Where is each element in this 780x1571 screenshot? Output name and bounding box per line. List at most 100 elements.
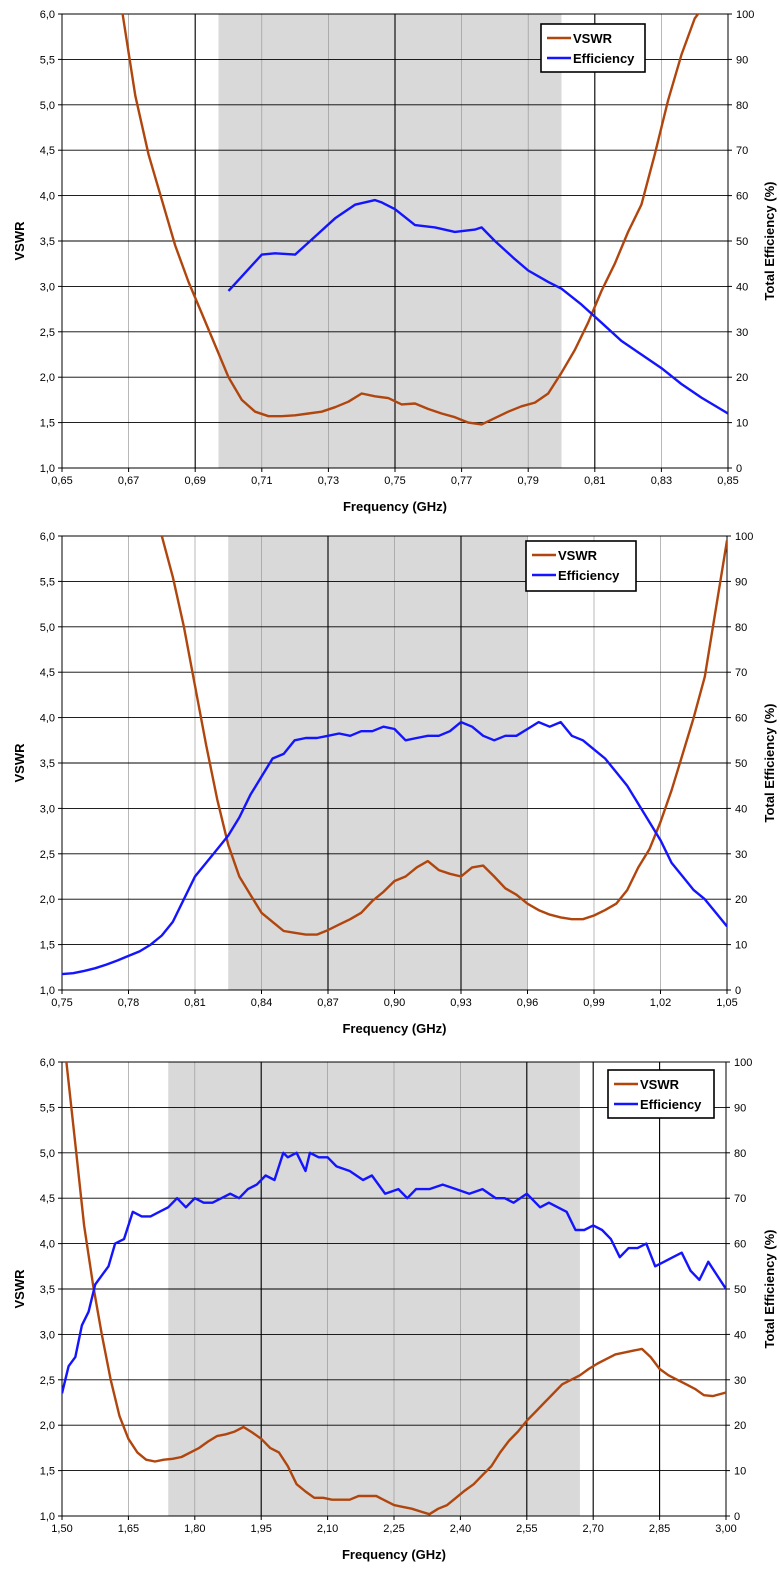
x-tick-label: 1,05 <box>716 997 737 1009</box>
y2-tick-label: 30 <box>736 327 748 339</box>
y2-tick-label: 0 <box>736 463 742 475</box>
y-tick-label: 4,5 <box>40 667 55 679</box>
y-tick-label: 4,0 <box>40 1239 55 1251</box>
y2-tick-label: 70 <box>736 145 748 157</box>
y-tick-label: 6,0 <box>40 9 55 21</box>
efficiency-series-line <box>62 1151 726 1394</box>
x-axis-title: Frequency (GHz) <box>342 1021 446 1036</box>
y-tick-label: 4,0 <box>40 713 55 725</box>
y2-tick-label: 30 <box>734 1375 746 1387</box>
y-tick-label: 6,0 <box>40 1057 55 1069</box>
y2-tick-label: 0 <box>735 985 741 997</box>
y-tick-label: 5,5 <box>40 576 55 588</box>
x-tick-label: 0,85 <box>717 475 738 487</box>
y2-tick-label: 50 <box>734 1284 746 1296</box>
y-tick-label: 3,5 <box>40 758 55 770</box>
x-tick-label: 1,65 <box>118 1523 139 1535</box>
y2-tick-label: 80 <box>734 1148 746 1160</box>
x-tick-label: 0,79 <box>517 475 538 487</box>
y2-tick-label: 50 <box>735 758 747 770</box>
y2-tick-label: 90 <box>734 1102 746 1114</box>
x-tick-label: 1,80 <box>184 1523 205 1535</box>
x-tick-label: 0,90 <box>384 997 405 1009</box>
x-tick-label: 0,93 <box>450 997 471 1009</box>
x-tick-label: 3,00 <box>715 1523 736 1535</box>
y-tick-label: 2,5 <box>40 849 55 861</box>
y2-tick-label: 60 <box>734 1239 746 1251</box>
y2-tick-label: 40 <box>734 1329 746 1341</box>
vswr-series-line <box>160 536 727 936</box>
y2-tick-label: 40 <box>736 281 748 293</box>
x-tick-label: 0,75 <box>384 475 405 487</box>
x-tick-label: 2,10 <box>317 1523 338 1535</box>
y-tick-label: 3,0 <box>40 803 55 815</box>
y2-tick-label: 80 <box>736 100 748 112</box>
y-tick-label: 2,5 <box>40 327 55 339</box>
x-tick-label: 0,81 <box>184 997 205 1009</box>
y-tick-label: 1,0 <box>40 1511 55 1523</box>
y2-tick-label: 100 <box>735 531 753 543</box>
y2-tick-label: 80 <box>735 622 747 634</box>
y-tick-label: 5,5 <box>40 54 55 66</box>
y2-tick-label: 0 <box>734 1511 740 1523</box>
x-tick-label: 0,84 <box>251 997 272 1009</box>
x-tick-label: 1,95 <box>250 1523 271 1535</box>
x-tick-label: 0,87 <box>317 997 338 1009</box>
efficiency-series-line <box>227 198 728 415</box>
y2-tick-label: 70 <box>735 667 747 679</box>
y2-tick-label: 60 <box>735 713 747 725</box>
y-tick-label: 4,0 <box>40 191 55 203</box>
y-tick-label: 5,0 <box>40 622 55 634</box>
x-tick-label: 0,99 <box>583 997 604 1009</box>
x-tick-label: 2,85 <box>649 1523 670 1535</box>
vswr-efficiency-chart-high-band: 1,50 1,65 1,80 1,95 2,10 2,25 2,40 2,55 2,70 2,85… <box>12 1057 777 1562</box>
y-tick-label: 4,5 <box>40 1193 55 1205</box>
x-tick-label: 0,65 <box>51 475 72 487</box>
x-tick-label: 2,40 <box>450 1523 471 1535</box>
y-tick-label: 4,5 <box>40 145 55 157</box>
x-tick-label: 0,67 <box>118 475 139 487</box>
x-tick-label: 1,02 <box>650 997 671 1009</box>
y-tick-label: 2,0 <box>40 372 55 384</box>
x-tick-label: 0,69 <box>184 475 205 487</box>
y2-axis-title: Total Efficiency (%) <box>762 182 777 301</box>
y-tick-label: 3,0 <box>40 281 55 293</box>
y-tick-label: 1,0 <box>40 985 55 997</box>
y-tick-label: 1,0 <box>40 463 55 475</box>
efficiency-series-line <box>62 720 727 976</box>
y-tick-label: 5,5 <box>40 1102 55 1114</box>
legend-label: Efficiency <box>573 51 635 66</box>
y2-tick-label: 50 <box>736 236 748 248</box>
legend-label: VSWR <box>558 548 598 563</box>
y-tick-label: 1,5 <box>40 940 55 952</box>
y2-tick-label: 70 <box>734 1193 746 1205</box>
x-tick-label: 0,81 <box>584 475 605 487</box>
legend-box <box>540 23 646 73</box>
y-axis-title: VSWR <box>12 1269 27 1309</box>
y2-tick-label: 100 <box>734 1057 752 1069</box>
y2-axis-title: Total Efficiency (%) <box>762 704 777 823</box>
legend-label: Efficiency <box>640 1097 702 1112</box>
y-tick-label: 2,0 <box>40 894 55 906</box>
y-axis-title: VSWR <box>12 743 27 783</box>
y-axis-title: VSWR <box>12 221 27 261</box>
x-tick-label: 0,71 <box>251 475 272 487</box>
y-tick-label: 3,5 <box>40 1284 55 1296</box>
vswr-series-line <box>65 1062 726 1516</box>
x-tick-label: 0,78 <box>118 997 139 1009</box>
y-tick-label: 2,0 <box>40 1420 55 1432</box>
y2-tick-label: 20 <box>736 372 748 384</box>
x-tick-label: 1,50 <box>51 1523 72 1535</box>
y-tick-label: 5,0 <box>40 1148 55 1160</box>
x-tick-label: 0,96 <box>517 997 538 1009</box>
legend-box <box>525 540 637 592</box>
legend-label: Efficiency <box>558 568 620 583</box>
vswr-efficiency-chart-low-band: 0,65 0,67 0,69 0,71 0,73 0,75 0,77 0,79 0,81 0,83… <box>12 9 777 514</box>
y2-tick-label: 10 <box>736 418 748 430</box>
x-tick-label: 0,75 <box>51 997 72 1009</box>
y2-tick-label: 30 <box>735 849 747 861</box>
vswr-series-line <box>121 14 700 426</box>
y2-tick-label: 10 <box>734 1466 746 1478</box>
x-tick-label: 2,25 <box>383 1523 404 1535</box>
